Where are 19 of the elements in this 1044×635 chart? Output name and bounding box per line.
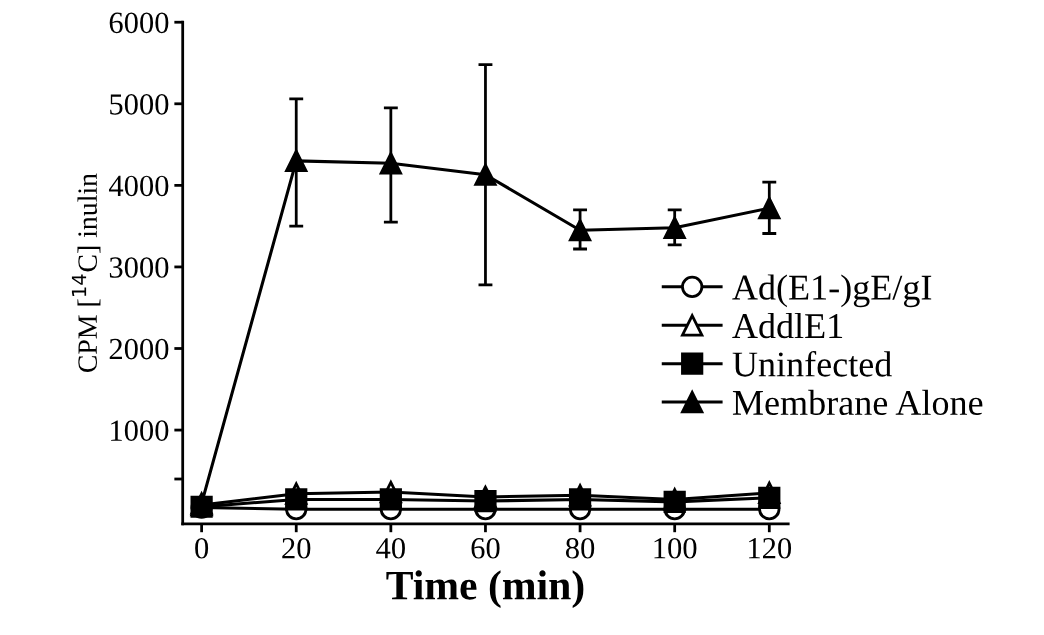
- x-tick-label: 60: [471, 537, 500, 559]
- y-tick-label: 5000: [110, 94, 169, 115]
- x-tick-label: 40: [376, 537, 405, 559]
- y-tick-label: 3000: [109, 257, 169, 278]
- x-tick-label: 120: [749, 537, 792, 559]
- x-tick-label: 80: [565, 537, 595, 559]
- legend-label: Membrane Alone: [732, 389, 983, 416]
- y-tick-label: 6000: [109, 12, 169, 34]
- y-tick-label: 2000: [109, 338, 169, 360]
- x-tick-label: 0: [195, 537, 209, 559]
- y-axis-title: CPM [$^{14}$C] inulin: [71, 173, 101, 373]
- x-tick-label: 20: [282, 537, 311, 559]
- legend-label: Ad(E1-)gE/gI: [732, 274, 932, 308]
- y-tick-label: 4000: [108, 175, 169, 197]
- x-tick-label: 100: [654, 537, 697, 559]
- legend-label: Uninfected: [732, 350, 892, 377]
- legend-label: AddlE1: [732, 312, 843, 339]
- y-tick-label: 1000: [111, 420, 169, 441]
- x-axis-title: Time (min): [386, 570, 584, 609]
